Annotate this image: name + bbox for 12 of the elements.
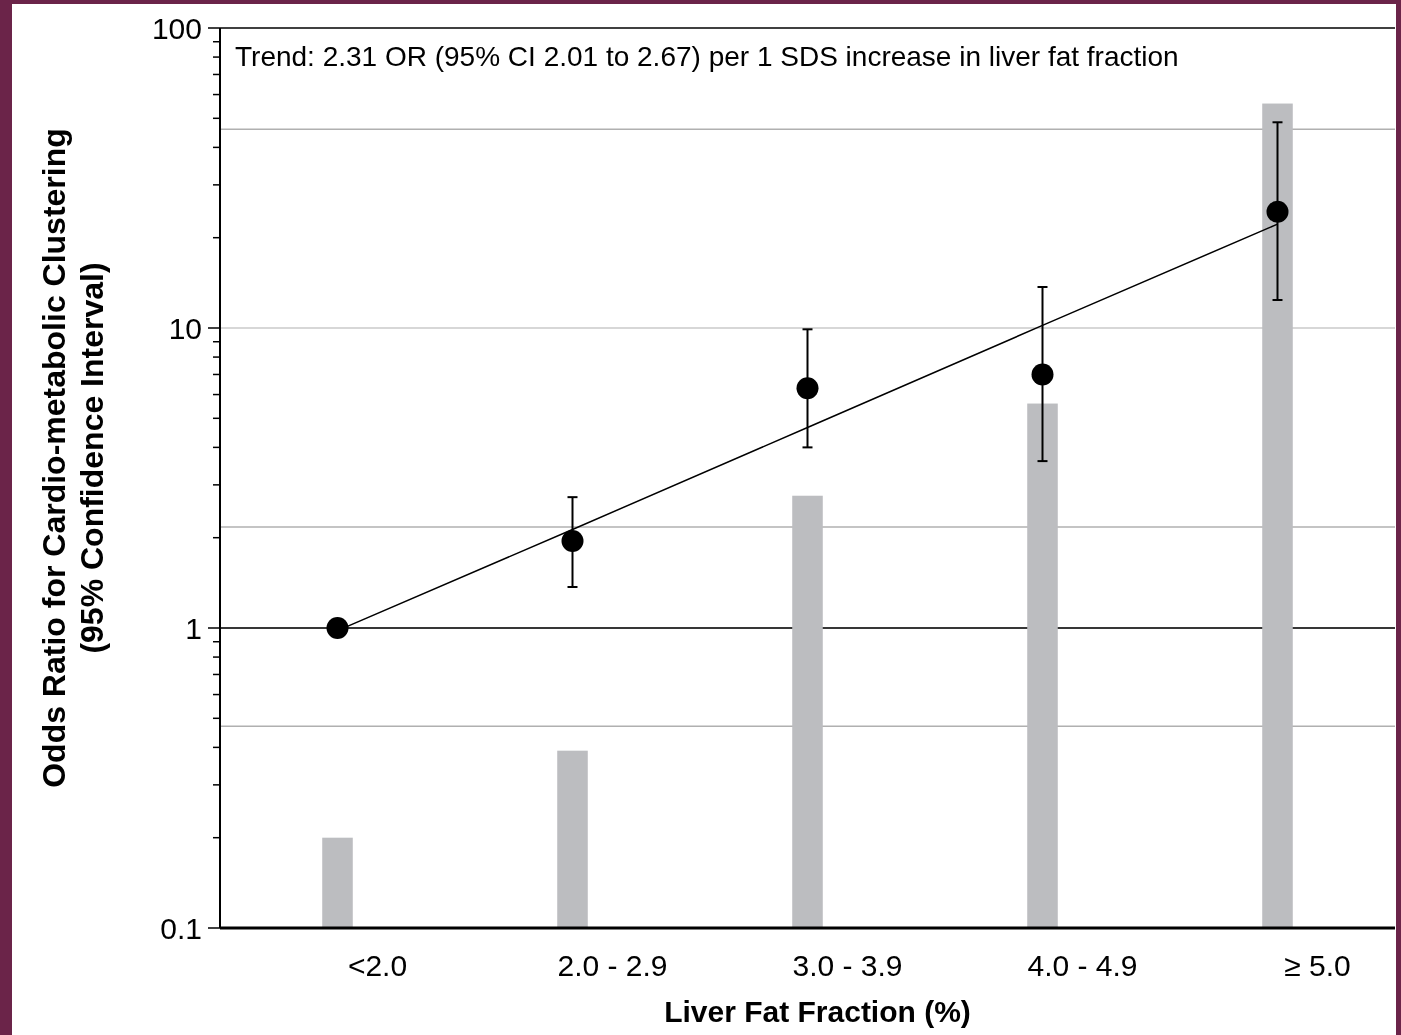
x-axis-title: Liver Fat Fraction (%) xyxy=(664,995,971,1028)
y-axis-title: Odds Ratio for Cardio-metabolic Clustering (95% Confidence Interval) xyxy=(36,128,110,788)
y-tick-label: 1 xyxy=(185,611,202,645)
x-tick-label: 2.0 - 2.9 xyxy=(557,949,668,982)
y-tick-label: 100 xyxy=(151,11,202,45)
x-tick-label: ≥ 5.0 xyxy=(1284,949,1351,982)
x-tick-label: <2.0 xyxy=(347,949,408,982)
annotation: Trend: 2.31 OR (95% CI 2.01 to 2.67) per 1 SDS increase in liver fat fraction xyxy=(235,41,1179,72)
y-tick-label: 10 xyxy=(168,311,202,345)
x-tick-label: 3.0 - 3.9 xyxy=(792,949,903,982)
y-tick-label: 0.1 xyxy=(160,911,202,945)
x-tick-label: 4.0 - 4.9 xyxy=(1027,949,1138,982)
